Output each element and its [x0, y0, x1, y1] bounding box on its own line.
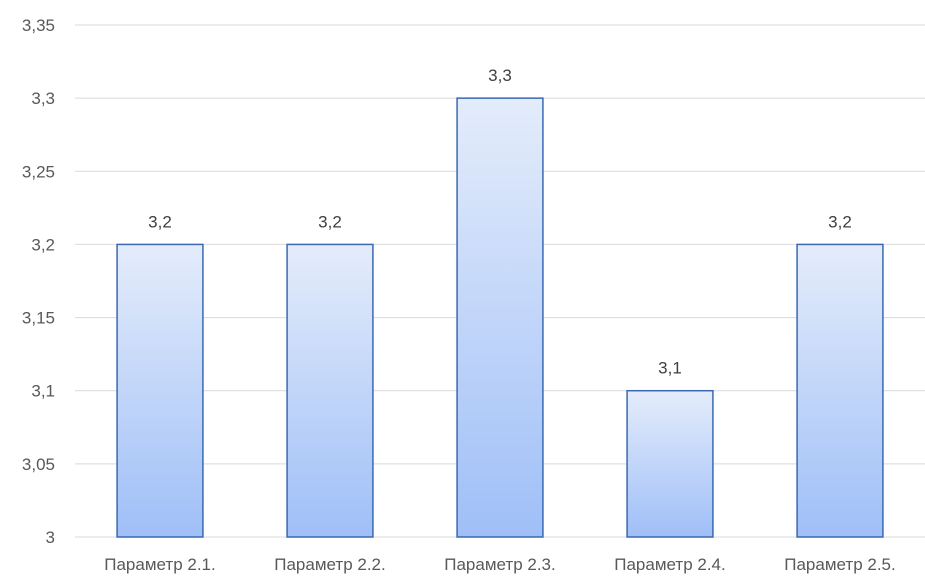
- bar: [796, 243, 884, 538]
- x-category-label: Параметр 2.2.: [274, 555, 385, 574]
- data-label: 3,3: [488, 66, 512, 85]
- x-category-label: Параметр 2.5.: [784, 555, 895, 574]
- x-category-label: Параметр 2.3.: [444, 555, 555, 574]
- x-category-label: Параметр 2.1.: [104, 555, 215, 574]
- x-category-label: Параметр 2.4.: [614, 555, 725, 574]
- y-tick-label: 3,35: [22, 16, 55, 35]
- y-tick-label: 3,25: [22, 162, 55, 181]
- y-axis-tick-labels: 3 3,05 3,1 3,15 3,2 3,25 3,3 3,35: [22, 16, 55, 547]
- y-tick-label: 3,2: [31, 235, 55, 254]
- bar: [626, 389, 714, 538]
- y-tick-label: 3: [46, 528, 55, 547]
- x-axis-category-labels: Параметр 2.1. Параметр 2.2. Параметр 2.3. П…: [104, 555, 895, 574]
- data-label: 3,1: [658, 359, 682, 378]
- data-label: 3,2: [828, 212, 852, 231]
- y-tick-label: 3,15: [22, 309, 55, 328]
- bar: [456, 97, 544, 538]
- bar: [116, 243, 204, 538]
- data-label: 3,2: [148, 212, 172, 231]
- y-tick-label: 3,3: [31, 89, 55, 108]
- bar: [286, 243, 374, 538]
- data-labels: 3,2 3,2 3,3 3,1 3,2: [148, 66, 852, 378]
- bars: [116, 97, 884, 538]
- data-label: 3,2: [318, 212, 342, 231]
- y-tick-label: 3,1: [31, 382, 55, 401]
- y-tick-label: 3,05: [22, 455, 55, 474]
